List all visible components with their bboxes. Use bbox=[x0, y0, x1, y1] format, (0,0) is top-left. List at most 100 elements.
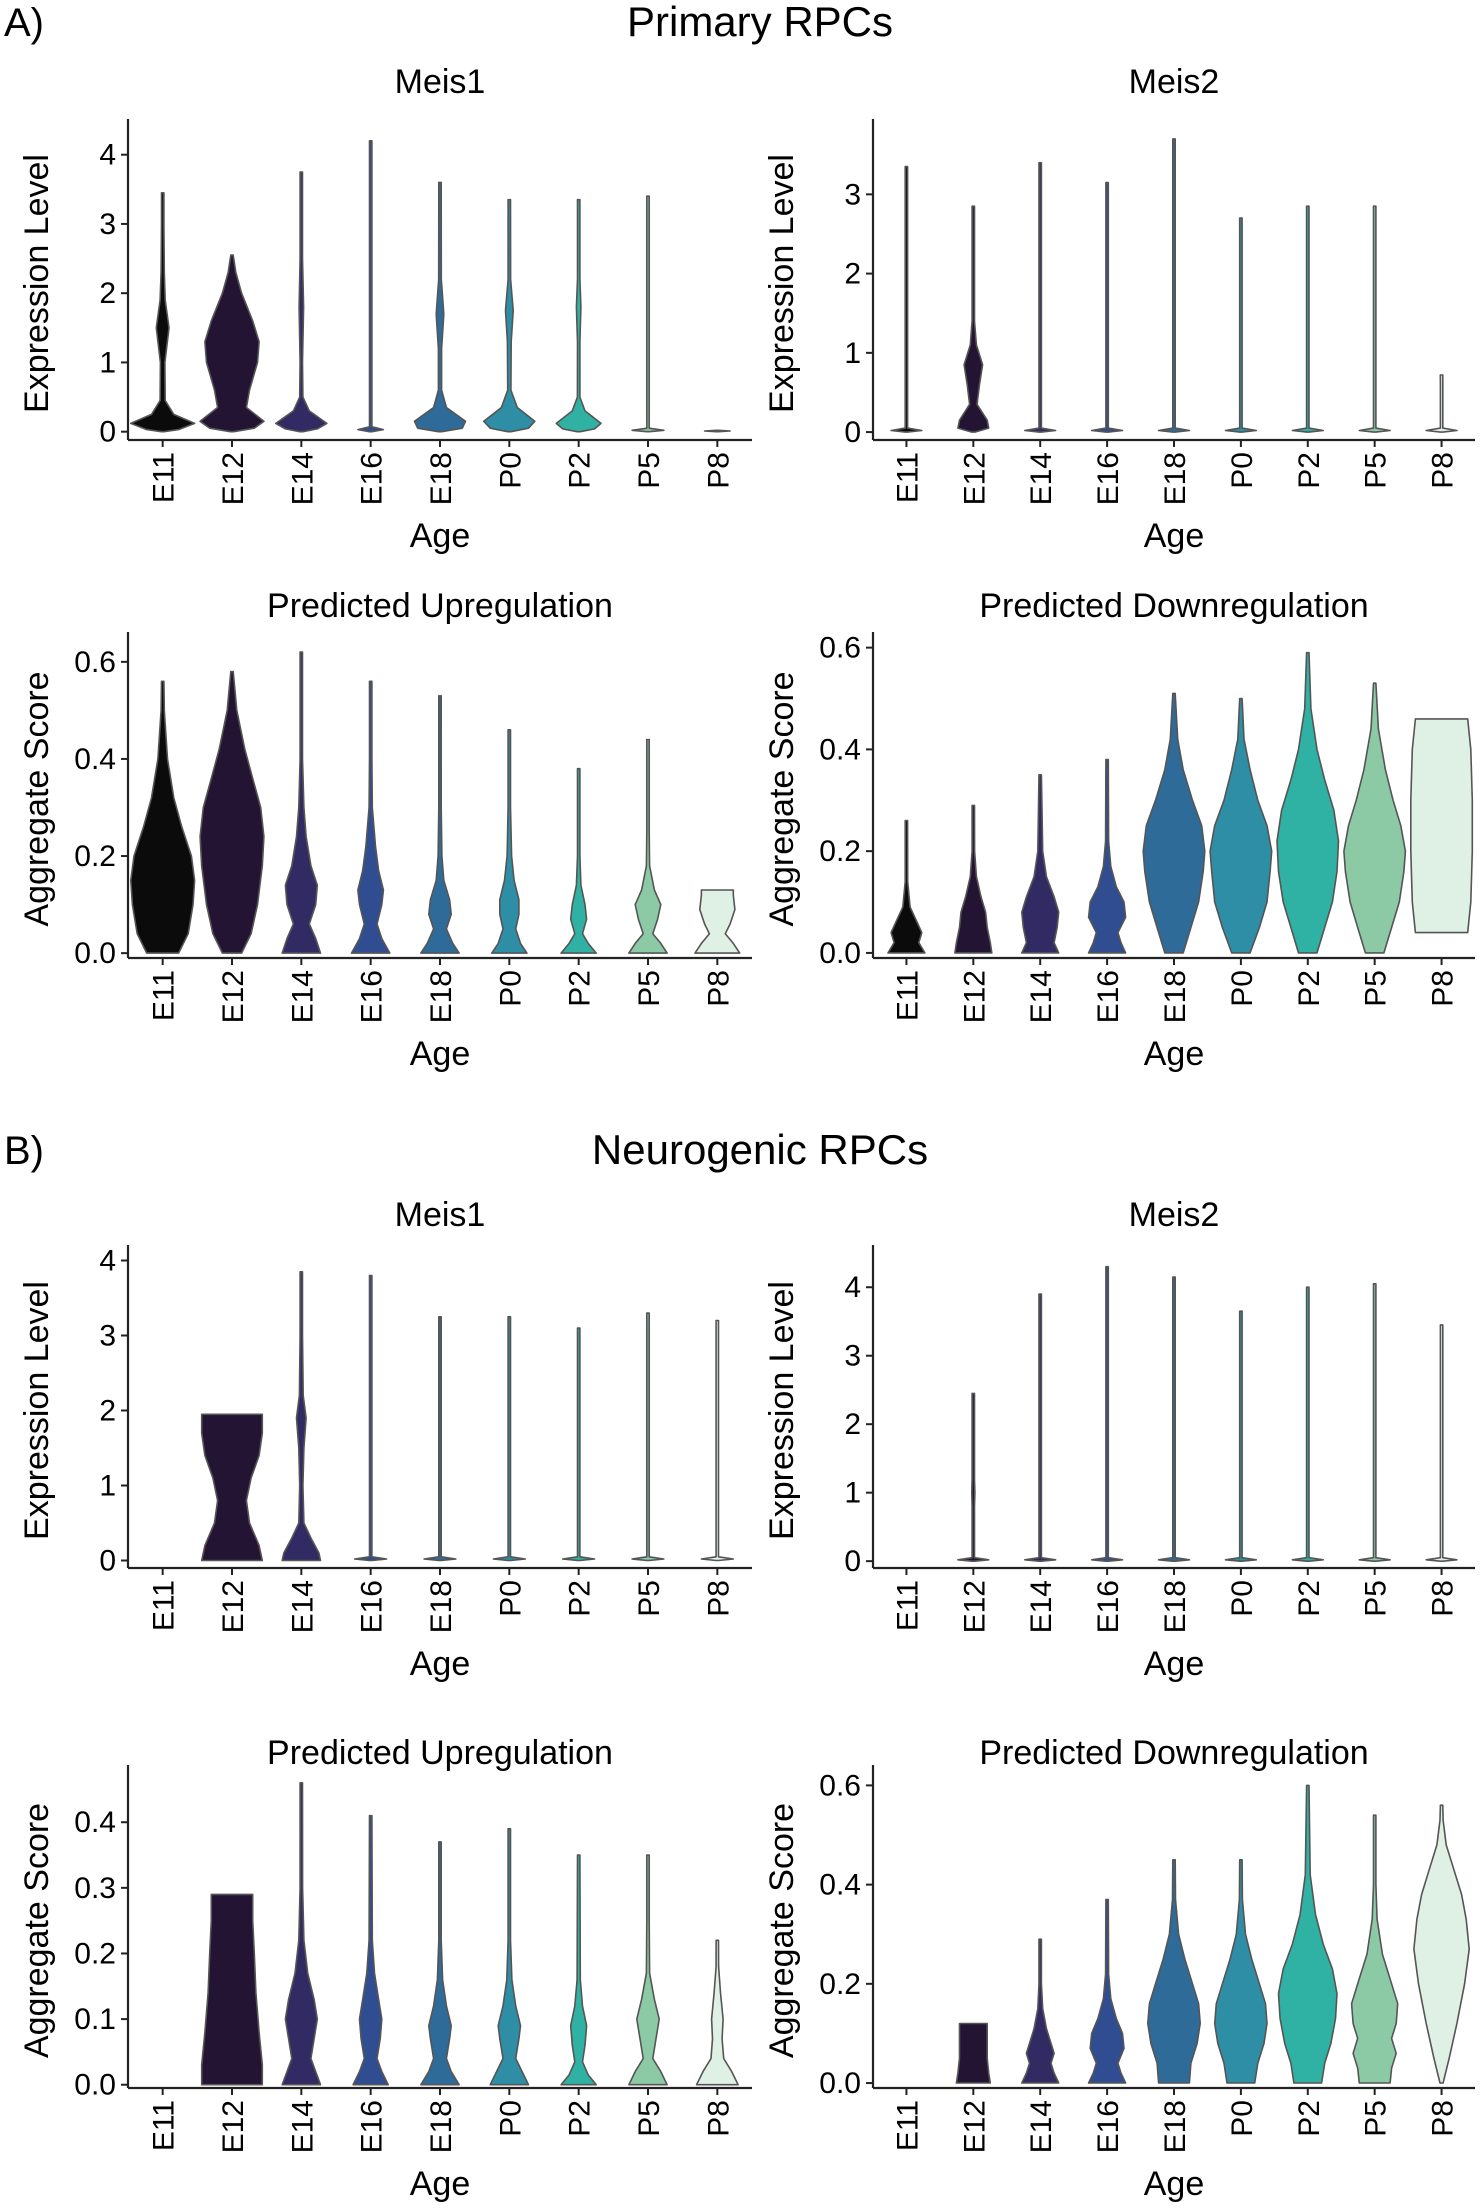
y-tick-label: 0.6 bbox=[819, 632, 861, 665]
x-tick-label-p8: P8 bbox=[702, 1580, 735, 1617]
violin-e16 bbox=[1087, 758, 1127, 954]
x-tick-label-e11: E11 bbox=[148, 2100, 181, 2151]
x-tick-label-e14: E14 bbox=[1025, 1580, 1058, 1633]
violin-e18 bbox=[1142, 692, 1206, 954]
violin-e16 bbox=[352, 1814, 390, 2086]
x-tick-label-p2: P2 bbox=[564, 970, 597, 1007]
violin-e11 bbox=[130, 680, 196, 954]
x-tick-label-p5: P5 bbox=[633, 452, 666, 489]
violin-p5 bbox=[1358, 1283, 1391, 1562]
violin-p0 bbox=[1209, 697, 1273, 954]
violin-p8 bbox=[700, 1319, 735, 1562]
x-tick-label-e16: E16 bbox=[1092, 2100, 1125, 2153]
y-tick-label: 2 bbox=[99, 1395, 116, 1428]
y-tick-label: 3 bbox=[99, 208, 116, 241]
y-tick-label: 0 bbox=[844, 416, 861, 449]
x-tick-label-p8: P8 bbox=[702, 970, 735, 1007]
x-tick-label-e14: E14 bbox=[286, 1580, 319, 1633]
plot-title: Predicted Upregulation bbox=[267, 1734, 613, 1772]
violin-e18 bbox=[413, 181, 467, 433]
violin-e14 bbox=[281, 1782, 322, 2086]
x-tick-label-p5: P5 bbox=[633, 2100, 666, 2137]
violin-p2 bbox=[560, 1854, 598, 2086]
plot-title: Meis2 bbox=[1129, 63, 1220, 101]
x-tick-label-e11: E11 bbox=[891, 1580, 924, 1631]
plot-primary-rpcs-meis1: Meis1 Expression Level Age 0 1 2 3 4 E11 E12 E14 E1… bbox=[18, 63, 752, 555]
x-tick-label-e18: E18 bbox=[1159, 1580, 1192, 1633]
x-tick-label-e18: E18 bbox=[425, 1580, 458, 1633]
x-tick-label-e14: E14 bbox=[1025, 2100, 1058, 2153]
x-tick-label-p8: P8 bbox=[1427, 970, 1460, 1007]
y-axis-title: Expression Level bbox=[18, 1281, 56, 1540]
x-tick-label-e14: E14 bbox=[286, 2100, 319, 2153]
y-tick-label: 0.4 bbox=[74, 1806, 116, 1839]
violin-p0 bbox=[489, 1828, 530, 2086]
y-tick-label: 0.1 bbox=[74, 2003, 116, 2036]
y-tick-label: 0.2 bbox=[74, 1937, 116, 1970]
violin-p0 bbox=[492, 1316, 527, 1562]
y-tick-label: 2 bbox=[844, 258, 861, 291]
x-tick-label-e16: E16 bbox=[1092, 452, 1125, 505]
x-tick-label-p5: P5 bbox=[1360, 970, 1393, 1007]
violin-p0 bbox=[482, 198, 536, 433]
x-tick-label-e18: E18 bbox=[425, 970, 458, 1023]
x-tick-label-e12: E12 bbox=[217, 1580, 250, 1633]
violin-p5 bbox=[628, 738, 668, 954]
x-tick-label-p0: P0 bbox=[494, 2100, 527, 2137]
x-tick-label-e11: E11 bbox=[891, 452, 924, 503]
x-tick-label-e14: E14 bbox=[286, 970, 319, 1023]
violin-e16 bbox=[350, 680, 391, 954]
y-tick-label: 0.2 bbox=[819, 835, 861, 868]
y-tick-label: 0 bbox=[99, 1545, 116, 1578]
violin-p2 bbox=[1277, 1784, 1338, 2084]
y-tick-label: 3 bbox=[844, 178, 861, 211]
section-letter-a: A) bbox=[4, 1, 44, 45]
violin-e16 bbox=[357, 140, 385, 433]
violin-p5 bbox=[1343, 682, 1407, 954]
x-tick-label-e14: E14 bbox=[1025, 970, 1058, 1023]
violin-p5 bbox=[1350, 1814, 1399, 2084]
violin-e18 bbox=[1157, 1276, 1191, 1562]
x-tick-label-p5: P5 bbox=[633, 970, 666, 1007]
x-tick-label-p5: P5 bbox=[1360, 1580, 1393, 1617]
x-axis-title: Age bbox=[410, 1035, 471, 1073]
x-tick-label-e12: E12 bbox=[958, 1580, 991, 1633]
y-tick-label: 0 bbox=[844, 1545, 861, 1578]
violin-p2 bbox=[1291, 1286, 1324, 1562]
x-tick-label-p5: P5 bbox=[633, 1580, 666, 1617]
plot-title: Predicted Downregulation bbox=[979, 587, 1368, 625]
x-tick-label-e12: E12 bbox=[217, 970, 250, 1023]
y-tick-label: 0.0 bbox=[74, 2069, 116, 2102]
violin-e11 bbox=[130, 192, 196, 433]
violin-e18 bbox=[420, 1841, 460, 2086]
y-axis-title: Aggregate Score bbox=[763, 1803, 801, 2058]
x-tick-label-e18: E18 bbox=[1159, 2100, 1192, 2153]
y-tick-label: 1 bbox=[844, 1477, 861, 1510]
violin-p2 bbox=[1276, 651, 1340, 954]
y-tick-label: 0.2 bbox=[74, 840, 116, 873]
y-tick-label: 2 bbox=[844, 1408, 861, 1441]
y-tick-label: 1 bbox=[844, 337, 861, 370]
x-tick-label-e12: E12 bbox=[958, 970, 991, 1023]
violin-p0 bbox=[1224, 1310, 1258, 1562]
violin-p5 bbox=[628, 1854, 668, 2086]
y-tick-label: 3 bbox=[99, 1320, 116, 1353]
plot-title: Meis2 bbox=[1129, 1196, 1220, 1234]
x-tick-label-e11: E11 bbox=[148, 970, 181, 1021]
chart-panels: Meis1 Expression Level Age 0 1 2 3 4 E11 E12 E14 E1… bbox=[18, 63, 1475, 2203]
plot-primary-rpcs-predicted-upregulation: Predicted Upregulation Aggregate Score Age… bbox=[18, 587, 752, 1073]
x-tick-label-e11: E11 bbox=[148, 452, 181, 503]
y-tick-label: 1 bbox=[99, 1470, 116, 1503]
x-tick-label-e18: E18 bbox=[1159, 970, 1192, 1023]
x-tick-label-e11: E11 bbox=[891, 2100, 924, 2151]
section-letter-b: B) bbox=[4, 1129, 44, 1173]
x-tick-label-p2: P2 bbox=[564, 452, 597, 489]
x-tick-label-p0: P0 bbox=[1226, 970, 1259, 1007]
plot-primary-rpcs-meis2: Meis2 Expression Level Age 0 1 2 3 E11 E12 E14 E16… bbox=[763, 63, 1475, 555]
x-tick-label-p8: P8 bbox=[1427, 452, 1460, 489]
violin-p5 bbox=[1358, 205, 1391, 433]
x-tick-label-p5: P5 bbox=[1360, 2100, 1393, 2137]
y-tick-label: 2 bbox=[99, 277, 116, 310]
violin-e18 bbox=[420, 694, 460, 954]
